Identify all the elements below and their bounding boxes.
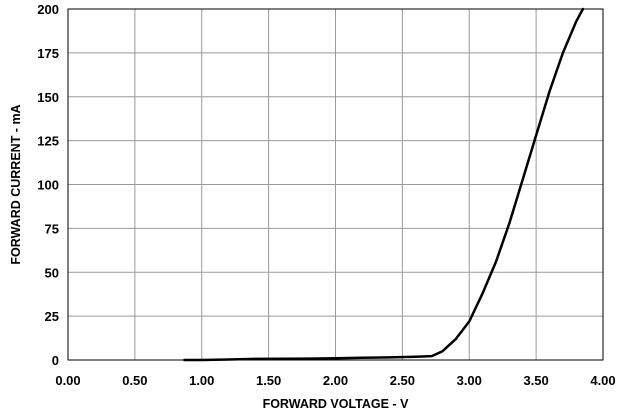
y-tick-label: 100 [37, 178, 59, 193]
x-tick-label: 3.50 [523, 373, 548, 388]
x-tick-label: 4.00 [590, 373, 615, 388]
x-tick-label: 0.00 [55, 373, 80, 388]
y-tick-label: 125 [37, 134, 59, 149]
plot-frame [67, 8, 604, 361]
y-tick-label: 150 [37, 90, 59, 105]
y-axis-title: FORWARD CURRENT - mA [9, 104, 23, 264]
series-line [183, 7, 585, 362]
y-tick-label: 50 [45, 265, 59, 280]
y-tick-label: 0 [52, 353, 59, 368]
x-tick-label: 1.50 [256, 373, 281, 388]
x-axis-ticks: 0.00 0.50 1.00 1.50 2.00 2.50 3.00 3.50 4.00 [55, 373, 615, 388]
y-tick-label: 200 [37, 2, 59, 17]
y-tick-label: 175 [37, 46, 59, 61]
x-axis-title: FORWARD VOLTAGE - V [263, 397, 409, 411]
x-tick-label: 2.50 [390, 373, 415, 388]
y-tick-label: 25 [45, 309, 59, 324]
y-tick-label: 75 [45, 221, 59, 236]
x-tick-label: 0.50 [122, 373, 147, 388]
x-tick-label: 3.00 [457, 373, 482, 388]
grid [67, 8, 604, 361]
y-axis-ticks: 0 25 50 75 100 125 150 175 200 [37, 2, 59, 368]
x-tick-label: 2.00 [323, 373, 348, 388]
series-layer [183, 7, 585, 362]
x-tick-label: 1.00 [189, 373, 214, 388]
